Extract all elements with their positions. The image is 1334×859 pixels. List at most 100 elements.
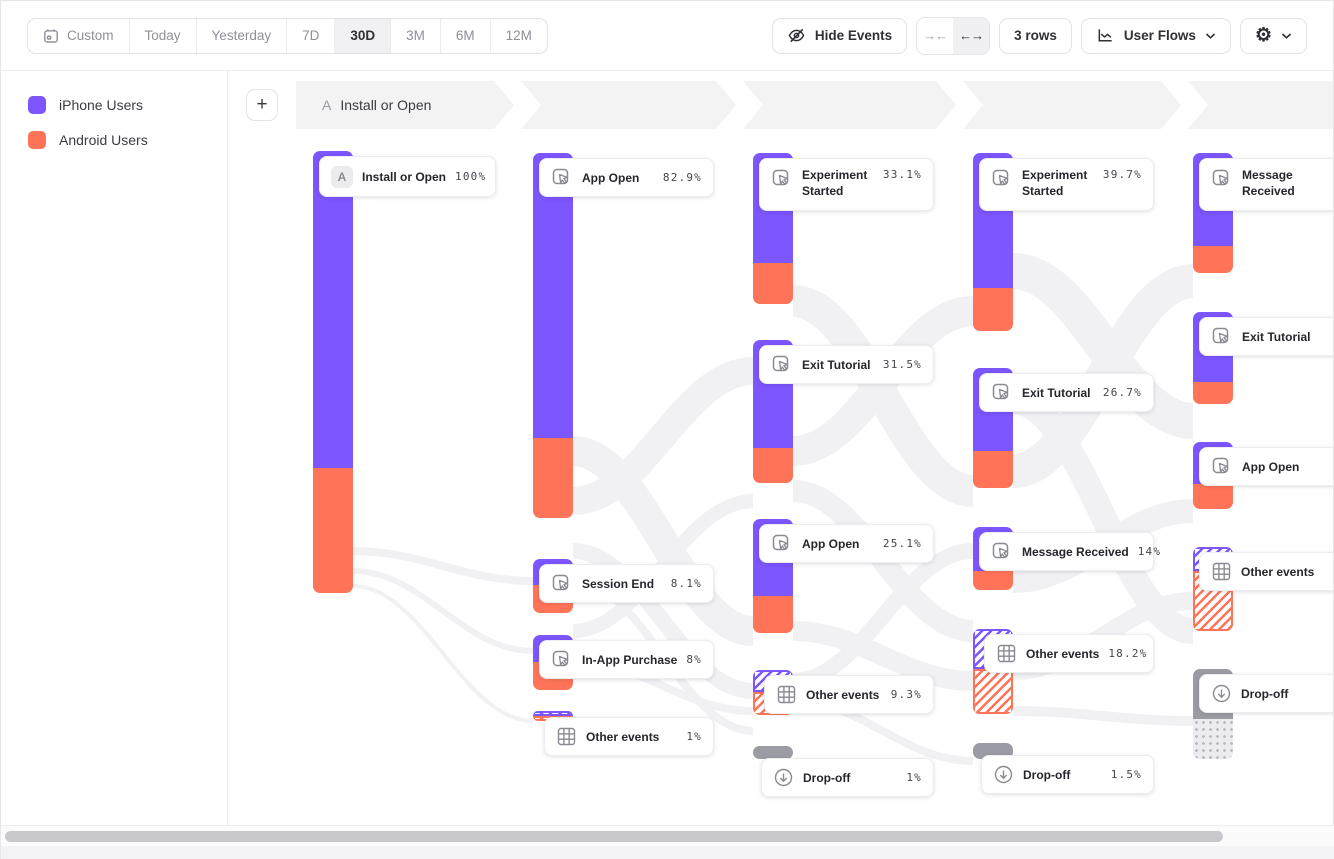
node-percentage: 1.5%	[1110, 768, 1142, 781]
node-label: App Open	[582, 170, 640, 185]
funnel-step-install-or-open[interactable]: A Install or Open	[296, 81, 514, 129]
content-area: iPhone Users Android Users + A Install or …	[1, 71, 1333, 825]
bar-segment	[533, 438, 573, 518]
date-range-7d[interactable]: 7D	[286, 18, 334, 53]
bar-segment	[1193, 246, 1233, 273]
chevron-down-icon	[1281, 32, 1292, 39]
hide-events-button[interactable]: Hide Events	[771, 17, 908, 54]
node-label: Experiment Started	[1022, 168, 1088, 198]
event-icon	[1212, 169, 1229, 186]
bar-segment	[533, 711, 573, 716]
toolbar: Custom Today Yesterday 7D 30D 3M 6M 12M Hide Ev…	[1, 1, 1333, 71]
flow-node-bar-app-open[interactable]	[533, 153, 573, 518]
funnel-step-segment	[1188, 81, 1333, 129]
bar-segment	[1193, 484, 1233, 509]
node-label: Message Received	[1022, 544, 1129, 559]
event-icon	[552, 650, 569, 666]
flow-node-app-open[interactable]: App Open	[1199, 447, 1333, 486]
flow-node-bar-drop-off[interactable]	[753, 746, 793, 759]
node-percentage: 14%	[1137, 545, 1162, 558]
node-label: App Open	[802, 536, 860, 551]
date-range-12m[interactable]: 12M	[489, 18, 547, 53]
flow-node-exit-tutorial[interactable]: Exit Tutorial	[1199, 317, 1333, 356]
flow-node-exit-tutorial[interactable]: Exit Tutorial 31.5%	[759, 345, 934, 384]
flow-node-drop-off[interactable]: Drop-off 1%	[761, 758, 934, 797]
step-prefix: A	[322, 97, 332, 113]
eye-off-icon	[788, 28, 805, 43]
bar-segment	[533, 153, 573, 438]
bar-segment	[973, 669, 1013, 714]
flow-node-app-open[interactable]: App Open 82.9%	[539, 158, 714, 197]
flow-node-session-end[interactable]: Session End 8.1%	[539, 564, 714, 603]
date-range-label: 6M	[455, 28, 475, 43]
date-range-selector: Custom Today Yesterday 7D 30D 3M 6M 12M	[27, 17, 548, 54]
node-label: Drop-off	[803, 770, 851, 785]
collapse-columns-icon: →←	[923, 28, 948, 43]
flow-node-app-open[interactable]: App Open 25.1%	[759, 524, 934, 563]
flow-node-experiment-started[interactable]: Experiment Started 39.7%	[979, 158, 1154, 211]
node-percentage: 39.7%	[1102, 168, 1142, 181]
node-percentage: 26.7%	[1102, 386, 1142, 399]
flow-node-install-or-open[interactable]: A Install or Open 100%	[319, 156, 496, 197]
date-range-label: 7D	[302, 28, 320, 43]
date-range-label: Custom	[67, 28, 114, 43]
flow-node-experiment-started[interactable]: Experiment Started 33.1%	[759, 158, 934, 211]
flow-node-drop-off[interactable]: Drop-off 1.5%	[981, 755, 1154, 794]
calendar-icon	[44, 28, 58, 43]
date-range-yesterday[interactable]: Yesterday	[195, 18, 287, 53]
toolbar-right: Hide Events →← ←→ 3 rows User Flows ⚙	[771, 16, 1307, 55]
event-icon	[992, 542, 1009, 558]
flow-node-bar-install-or-open[interactable]	[313, 151, 353, 593]
user-flows-chart: + A Install or Open A Install or Open 100% A…	[228, 71, 1333, 825]
date-range-6m[interactable]: 6M	[439, 18, 490, 53]
node-label: Exit Tutorial	[1022, 385, 1091, 400]
date-range-30d[interactable]: 30D	[334, 18, 391, 53]
flow-node-other-events[interactable]: Other events 1%	[544, 717, 714, 756]
flow-node-other-events[interactable]: Other events 18.2%	[984, 634, 1154, 673]
node-label: Message Received	[1242, 168, 1295, 198]
legend-swatch	[28, 131, 46, 149]
date-range-today[interactable]: Today	[128, 18, 196, 53]
bar-segment	[973, 571, 1013, 590]
node-percentage: 1%	[906, 771, 922, 784]
rows-button[interactable]: 3 rows	[999, 17, 1072, 54]
bar-segment	[973, 288, 1013, 331]
bar-segment	[753, 448, 793, 483]
horizontal-scrollbar-thumb[interactable]	[5, 830, 1223, 842]
legend-item-android-users[interactable]: Android Users	[28, 131, 227, 149]
flow-node-exit-tutorial[interactable]: Exit Tutorial 26.7%	[979, 373, 1154, 412]
add-step-button[interactable]: +	[246, 89, 278, 121]
flow-node-other-events[interactable]: Other events 9.3%	[764, 675, 934, 714]
collapse-columns-button[interactable]: →←	[917, 17, 954, 54]
expand-columns-icon: ←→	[959, 28, 984, 43]
view-selector-dropdown[interactable]: User Flows	[1080, 17, 1231, 54]
flow-node-in-app-purchase[interactable]: In-App Purchase 8%	[539, 640, 714, 679]
date-range-3m[interactable]: 3M	[390, 18, 440, 53]
date-range-custom[interactable]: Custom	[28, 19, 129, 53]
view-selector-label: User Flows	[1123, 28, 1196, 43]
bar-segment	[313, 468, 353, 593]
node-label: Exit Tutorial	[1242, 329, 1311, 344]
flow-node-message-received[interactable]: Message Received 14%	[979, 532, 1160, 571]
legend-swatch	[28, 96, 46, 114]
footer-strip	[1, 846, 1334, 859]
drop-off-icon	[1212, 684, 1231, 703]
legend-item-iphone-users[interactable]: iPhone Users	[28, 96, 227, 114]
flow-node-message-received[interactable]: Message Received	[1199, 158, 1333, 211]
flow-node-drop-off[interactable]: Drop-off	[1199, 674, 1333, 713]
node-percentage: 100%	[455, 170, 487, 183]
legend-label: Android Users	[59, 132, 148, 148]
event-icon	[552, 168, 569, 184]
node-label: Exit Tutorial	[802, 357, 871, 372]
bar-segment	[1193, 382, 1233, 404]
flow-node-other-events[interactable]: Other events	[1199, 552, 1333, 591]
settings-dropdown[interactable]: ⚙	[1239, 17, 1307, 54]
flow-links	[352, 253, 1196, 765]
node-label: Drop-off	[1241, 686, 1289, 701]
bar-segment	[313, 151, 353, 468]
node-label: Other events	[586, 729, 660, 744]
funnel-step-segment	[963, 81, 1181, 129]
flow-chart-icon	[1098, 29, 1112, 42]
expand-columns-button[interactable]: ←→	[953, 17, 990, 54]
node-label: Experiment Started	[802, 168, 868, 198]
